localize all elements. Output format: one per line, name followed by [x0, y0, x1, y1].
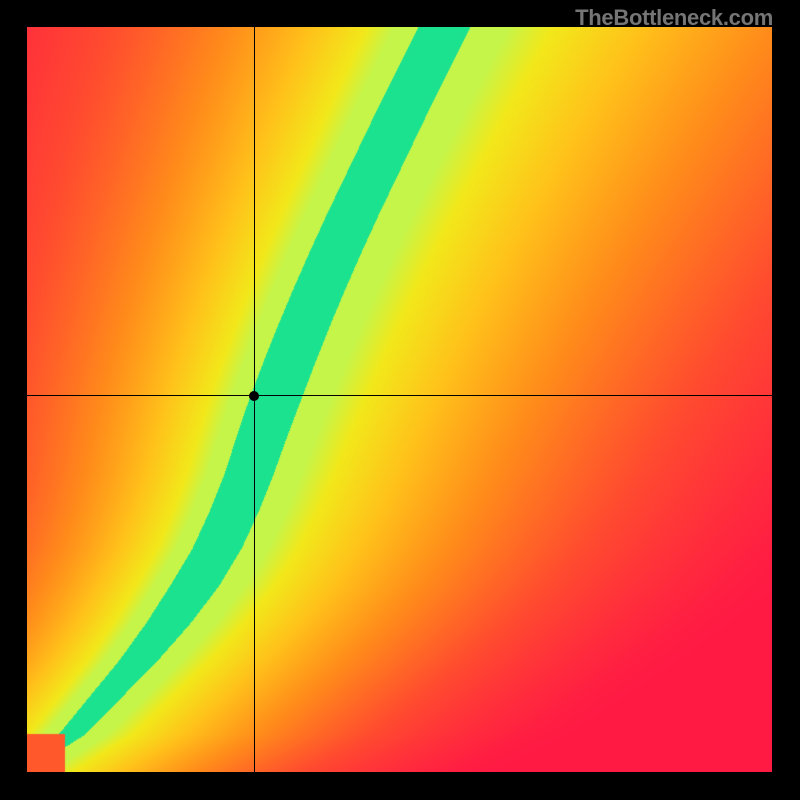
- watermark-text: TheBottleneck.com: [575, 5, 773, 31]
- bottleneck-heatmap: [27, 27, 772, 772]
- crosshair-horizontal: [27, 395, 772, 396]
- selection-marker: [249, 391, 259, 401]
